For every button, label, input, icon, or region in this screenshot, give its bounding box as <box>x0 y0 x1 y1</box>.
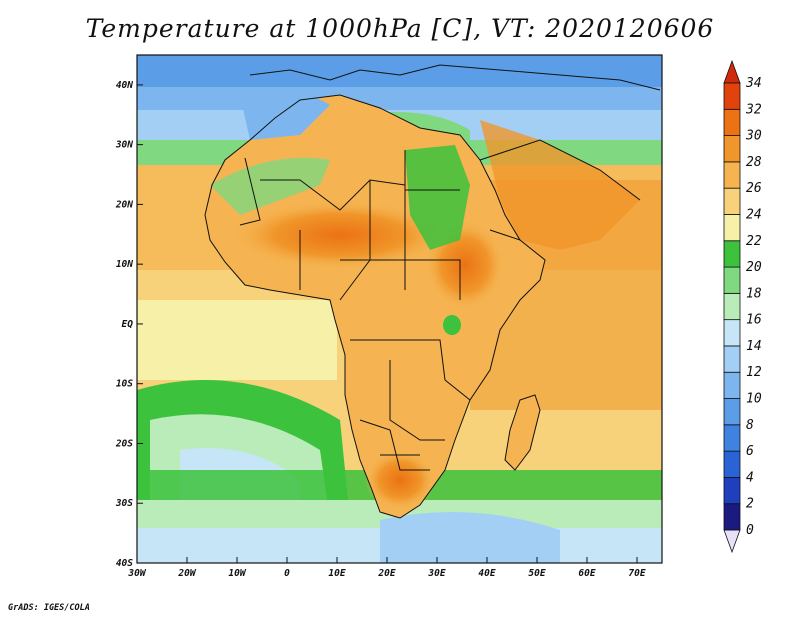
colorbar-level-label: 30 <box>745 129 762 144</box>
colorbar-under-arrow <box>723 529 741 554</box>
colorbar-swatch <box>723 266 741 294</box>
lat-tick-label: 20S <box>115 438 133 449</box>
madagascar <box>505 395 540 470</box>
colorbar-level-label: 34 <box>745 76 762 91</box>
credit-label: GrADS: IGES/COLA <box>8 603 90 613</box>
lon-tick-label: 30W <box>127 568 146 579</box>
lat-tick-label: EQ <box>122 319 134 330</box>
lat-tick-label: 20N <box>115 199 133 210</box>
lat-tick-label: 30S <box>115 498 133 509</box>
colorbar-level-label: 8 <box>746 418 754 433</box>
colorbar-level-label: 24 <box>746 207 762 222</box>
lon-tick-label: 20W <box>177 568 196 579</box>
lon-tick-label: 20E <box>377 568 395 579</box>
colorbar-swatch <box>723 82 741 110</box>
colorbar-level-label: 22 <box>746 234 762 249</box>
lat-tick-label: 30N <box>115 140 133 151</box>
colorbar-swatch <box>723 240 741 268</box>
colorbar-swatch <box>723 187 741 215</box>
colorbar-swatch <box>723 398 741 426</box>
colorbar-level-label: 12 <box>746 365 762 380</box>
colorbar-swatch <box>723 450 741 478</box>
colorbar-swatch <box>723 503 741 531</box>
colorbar-swatch <box>723 424 741 452</box>
colorbar-level-label: 16 <box>746 313 762 328</box>
colorbar-level-label: 20 <box>746 260 762 275</box>
colorbar-level-label: 0 <box>746 523 754 538</box>
lon-tick-label: 40E <box>478 568 495 579</box>
colorbar-level-label: 32 <box>745 102 762 117</box>
lat-tick-label: 40S <box>116 558 133 569</box>
lon-tick-label: 60E <box>578 568 595 579</box>
colorbar-level-label: 10 <box>746 392 762 407</box>
colorbar-level-label: 4 <box>746 470 754 485</box>
lat-tick-label: 40N <box>116 80 133 91</box>
colorbar-swatch <box>723 108 741 136</box>
map-title: Temperature at 1000hPa [C], VT: 20201206… <box>85 14 715 43</box>
colorbar-over-arrow <box>723 59 741 84</box>
colorbar-swatch <box>723 214 741 242</box>
colorbar-level-label: 26 <box>746 181 762 196</box>
lon-tick-label: 10W <box>228 568 246 579</box>
colorbar-swatch <box>723 319 741 347</box>
colorbar-swatch <box>723 161 741 189</box>
coastlines-and-borders <box>204 64 661 519</box>
colorbar-swatch <box>723 292 741 321</box>
lon-tick-label: 30E <box>427 568 445 579</box>
lon-tick-label: 70E <box>628 568 645 579</box>
lon-tick-label: 50E <box>528 568 545 579</box>
plot-frame <box>136 54 663 564</box>
axis-ticks: 30W 20W 10W 0 10E 20E 30E 40E 50E 60E 70E 40N 30N 20N… <box>115 80 646 579</box>
colorbar-swatch <box>723 345 741 373</box>
lat-tick-label: 10S <box>116 379 133 390</box>
temperature-field <box>137 55 662 563</box>
colorbar-level-label: 14 <box>746 339 762 354</box>
lat-tick-label: 10N <box>116 259 133 270</box>
colorbar-level-label: 28 <box>746 155 762 170</box>
colorbar-level-label: 2 <box>746 497 754 512</box>
colorbar-level-label: 18 <box>746 286 762 301</box>
colorbar-swatch <box>723 371 741 399</box>
colorbar-swatch <box>723 135 741 163</box>
colorbar-swatch <box>723 477 741 505</box>
lon-tick-label: 0 <box>284 568 290 579</box>
lon-tick-label: 10E <box>328 568 345 579</box>
colorbar-level-label: 6 <box>746 444 754 459</box>
